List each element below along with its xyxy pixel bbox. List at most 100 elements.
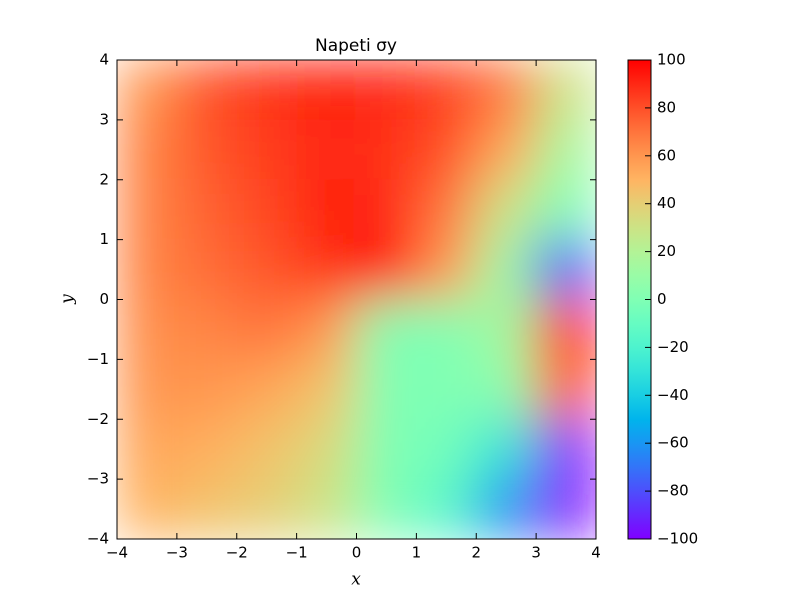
heat-cell xyxy=(356,239,417,300)
heat-cell xyxy=(535,418,596,480)
heat-cell xyxy=(176,60,238,121)
y-tick-label: −4 xyxy=(87,530,109,548)
x-tick-label: −2 xyxy=(226,544,248,562)
heat-cell xyxy=(475,119,537,181)
heat-cell xyxy=(535,60,596,121)
heat-cell xyxy=(296,119,357,181)
heat-cell xyxy=(415,119,477,181)
heat-cell xyxy=(117,299,178,360)
heat-cell xyxy=(296,418,357,480)
heat-cell xyxy=(415,299,477,360)
heat-cell xyxy=(356,418,417,480)
heat-cell xyxy=(236,478,298,539)
colorbar-tick-label: −100 xyxy=(657,530,698,548)
x-tick-label: 2 xyxy=(471,544,481,562)
y-tick-label: −1 xyxy=(87,350,109,368)
heat-cell xyxy=(176,358,238,420)
heat-cell xyxy=(475,418,537,480)
heat-cell xyxy=(356,179,417,241)
colorbar-tick-label: 20 xyxy=(657,242,676,260)
heat-cell xyxy=(236,179,298,241)
heat-cell xyxy=(117,478,178,539)
heat-cell xyxy=(356,119,417,181)
heat-cell xyxy=(176,239,238,300)
heat-cell xyxy=(117,358,178,420)
heat-cell xyxy=(535,299,596,360)
y-tick-label: 1 xyxy=(99,230,109,248)
colorbar-tick-label: −40 xyxy=(657,386,689,404)
x-tick-label: 4 xyxy=(591,544,601,562)
heat-cell xyxy=(475,60,537,121)
heat-cell xyxy=(236,119,298,181)
heat-cell xyxy=(236,299,298,360)
plot-area xyxy=(117,60,596,539)
chart-title: Napeti σy xyxy=(315,36,397,56)
x-tick-label: −4 xyxy=(106,544,128,562)
heat-cell xyxy=(176,418,238,480)
heat-cell xyxy=(117,60,178,121)
heat-cell xyxy=(296,179,357,241)
heat-cell xyxy=(356,478,417,539)
heat-cell xyxy=(176,478,238,539)
y-axis-label: y xyxy=(58,294,78,305)
heat-cell xyxy=(356,358,417,420)
heat-cell xyxy=(475,478,537,539)
y-tick-label: −3 xyxy=(87,470,109,488)
x-tick-label: 3 xyxy=(531,544,541,562)
x-axis-label: x xyxy=(351,570,361,590)
heat-cell xyxy=(117,239,178,300)
heat-cell xyxy=(296,358,357,420)
heat-cell xyxy=(117,179,178,241)
heat-cell xyxy=(296,299,357,360)
y-tick-label: 3 xyxy=(99,110,109,128)
colorbar-tick-label: −60 xyxy=(657,434,689,452)
x-tick-label: −1 xyxy=(286,544,308,562)
heat-cell xyxy=(475,239,537,300)
heat-cell xyxy=(176,119,238,181)
heat-cell xyxy=(117,418,178,480)
colorbar-tick-label: −80 xyxy=(657,482,689,500)
heat-cell xyxy=(415,358,477,420)
x-tick-label: 0 xyxy=(352,544,362,562)
colorbar-tick-label: 100 xyxy=(657,51,686,69)
x-tick-label: 1 xyxy=(412,544,422,562)
heat-cell xyxy=(415,179,477,241)
colorbar-tick-label: −20 xyxy=(657,338,689,356)
colorbar-tick-label: 60 xyxy=(657,146,676,164)
heat-cell xyxy=(415,478,477,539)
y-tick-label: −2 xyxy=(87,410,109,428)
heatmap xyxy=(117,60,596,539)
heat-cell xyxy=(236,418,298,480)
heat-cell xyxy=(356,60,417,121)
heat-cell xyxy=(415,239,477,300)
heat-cell xyxy=(535,179,596,241)
heat-cell xyxy=(236,358,298,420)
heat-cell xyxy=(356,299,417,360)
colorbar-tick-label: 40 xyxy=(657,194,676,212)
heat-cell xyxy=(296,478,357,539)
heat-cell xyxy=(415,60,477,121)
heat-cell xyxy=(176,299,238,360)
heat-cell xyxy=(296,60,357,121)
y-tick-label: 0 xyxy=(99,290,109,308)
heat-cell xyxy=(117,119,178,181)
heat-cell xyxy=(535,358,596,420)
heat-cell xyxy=(535,478,596,539)
y-tick-label: 4 xyxy=(99,51,109,69)
y-tick-label: 2 xyxy=(99,170,109,188)
heat-cell xyxy=(176,179,238,241)
heat-cell xyxy=(296,239,357,300)
heat-cell xyxy=(236,239,298,300)
colorbar-tick-label: 0 xyxy=(657,290,667,308)
heat-cell xyxy=(475,299,537,360)
heat-cell xyxy=(535,239,596,300)
x-tick-label: −3 xyxy=(166,544,188,562)
heat-cell xyxy=(236,60,298,121)
heat-cell xyxy=(475,358,537,420)
heat-cell xyxy=(415,418,477,480)
heat-cell xyxy=(475,179,537,241)
heat-cell xyxy=(535,119,596,181)
colorbar-tick-label: 80 xyxy=(657,98,676,116)
